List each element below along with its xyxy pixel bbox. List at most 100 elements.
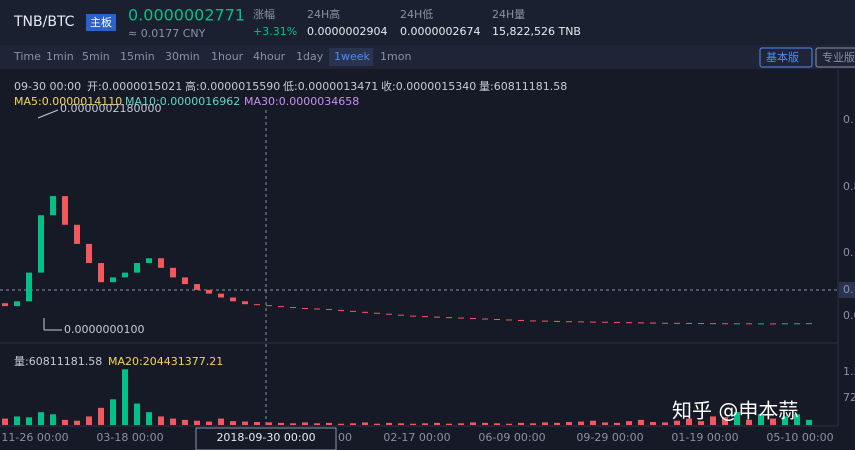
volume-bar <box>374 423 380 425</box>
candle <box>518 319 524 321</box>
label: 涨幅 <box>253 8 275 21</box>
x-axis-label: 2018-09-30 00:00 <box>216 431 315 444</box>
board: 主板 <box>90 15 112 29</box>
price-axis-label: 0.8 <box>843 180 855 193</box>
mode-button-label[interactable]: 专业版 <box>822 50 855 64</box>
watermark: 知乎 @申本蒜 <box>672 399 798 423</box>
price-axis-label: 0. <box>843 283 854 296</box>
pair: TNB/BTC <box>13 14 75 30</box>
candle <box>494 319 500 320</box>
mode-button-label[interactable]: 基本版 <box>766 50 799 64</box>
volume-bar <box>122 369 128 425</box>
ma30: MA30:0.0000034658 <box>244 95 359 108</box>
volume-bar <box>722 417 728 425</box>
candle <box>278 306 284 308</box>
candle <box>74 224 80 244</box>
volume-bar <box>194 420 200 425</box>
volume-bar <box>698 421 704 425</box>
volume-bar <box>506 423 512 425</box>
info-open: 开:0.0000015021 <box>87 80 182 93</box>
volume-bar <box>434 422 440 425</box>
volume-bar <box>278 422 284 425</box>
candle <box>482 318 488 320</box>
volume-bar <box>398 423 404 425</box>
candle <box>434 316 440 318</box>
candle <box>446 317 452 319</box>
candle <box>218 293 224 298</box>
candle <box>770 323 776 325</box>
mode-button[interactable] <box>815 47 855 68</box>
volume-bar <box>710 416 716 425</box>
tab[interactable]: Time <box>13 50 41 63</box>
volume-bar <box>266 422 272 425</box>
x-axis-label: 05-10 00:00 <box>766 431 833 444</box>
high: 0.0000002904 <box>307 25 387 38</box>
tab[interactable]: 1min <box>46 50 74 63</box>
volume-bar <box>362 422 368 425</box>
volume-bar <box>158 416 164 425</box>
volume-info: 量:60811181.58 <box>14 355 102 368</box>
info-time: 09-30 00:00 <box>14 80 81 93</box>
low: 0.0000002674 <box>400 25 480 38</box>
volume-bar <box>662 422 668 425</box>
volume-bar <box>674 420 680 425</box>
candle <box>578 321 584 323</box>
price-axis-label: 0.0 <box>843 309 855 322</box>
price-axis-label: 0. <box>843 246 854 259</box>
tab[interactable]: 30min <box>165 50 200 63</box>
candle <box>254 304 260 306</box>
volume-bar <box>566 422 572 425</box>
tab[interactable]: 15min <box>120 50 155 63</box>
candle <box>26 272 32 302</box>
candle <box>98 263 104 283</box>
x-axis-label: 01-19 00:00 <box>671 431 738 444</box>
tab[interactable]: 1hour <box>211 50 244 63</box>
volume-bar <box>170 418 176 425</box>
mode-button[interactable] <box>759 47 813 68</box>
volume-bar <box>626 421 632 425</box>
label: 24H低 <box>400 8 433 21</box>
tab[interactable]: 1day <box>296 50 324 63</box>
volume-bar <box>518 422 524 425</box>
candle <box>194 284 200 290</box>
candle <box>242 301 248 305</box>
volume-bar <box>494 423 500 425</box>
price: 0.0000002771 <box>128 6 245 25</box>
candle <box>122 272 128 278</box>
candle <box>590 321 596 323</box>
tab[interactable]: 1week <box>334 50 371 63</box>
info-low: 低:0.0000013471 <box>283 80 378 93</box>
volume-bar <box>686 418 692 425</box>
candle <box>302 308 308 309</box>
volume-bar <box>458 423 464 425</box>
candle <box>146 258 152 264</box>
candle <box>710 323 716 325</box>
volume-bar <box>254 422 260 425</box>
volume-bar <box>110 399 116 425</box>
candle <box>722 323 728 325</box>
tab[interactable]: 1mon <box>380 50 411 63</box>
candle <box>650 322 656 324</box>
volume-bar <box>794 414 800 425</box>
candle <box>470 318 476 320</box>
candle <box>674 322 680 324</box>
candle <box>110 277 116 283</box>
volume-bar <box>746 419 752 425</box>
volume-bar <box>542 422 548 425</box>
tab[interactable]: 5min <box>82 50 110 63</box>
tab[interactable]: 4hour <box>253 50 286 63</box>
candle <box>410 315 416 317</box>
x-axis-label: 00 <box>338 431 352 444</box>
candle <box>602 321 608 323</box>
axis-bg <box>838 70 855 440</box>
volume-bar <box>758 414 764 425</box>
volume-bar <box>350 423 356 425</box>
candle <box>554 320 560 322</box>
volume-bar <box>578 421 584 425</box>
candle <box>686 322 692 324</box>
volume-bar <box>50 414 56 425</box>
volume-bar <box>590 420 596 425</box>
max-label: 0.0000002180000 <box>60 102 161 115</box>
